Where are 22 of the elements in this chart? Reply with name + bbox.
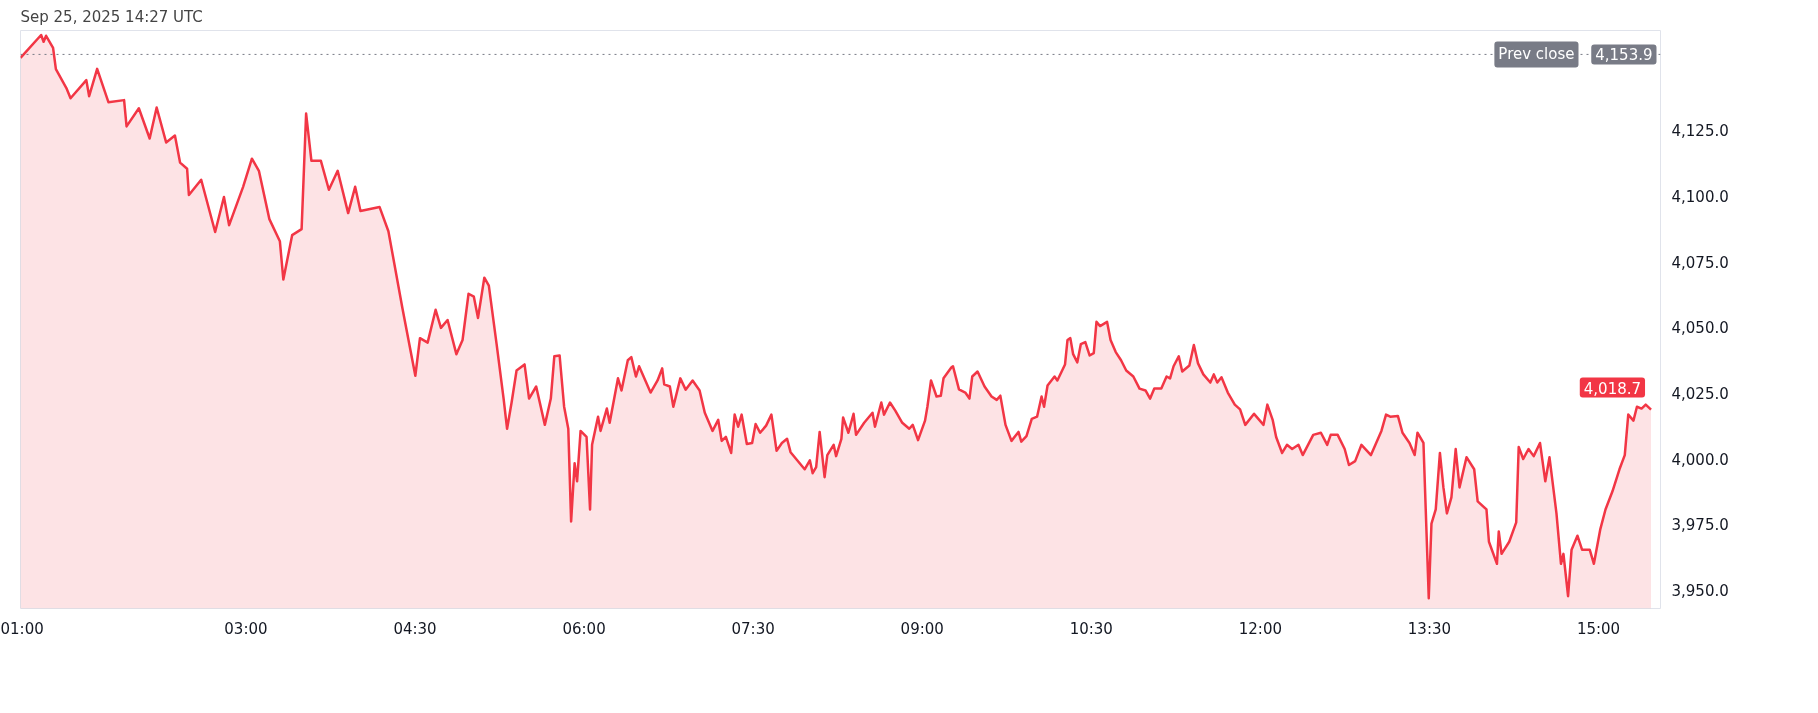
x-tick-label: 03:00 (224, 619, 268, 638)
x-tick-label: 13:30 (1407, 619, 1452, 638)
x-tick-label: 10:30 (1069, 619, 1113, 638)
y-tick-label: 4,000.0 (1671, 450, 1729, 469)
x-tick-label: 12:00 (1238, 619, 1282, 638)
y-tick-label: 4,125.0 (1671, 122, 1729, 141)
annotation: 4,153.9 (1595, 46, 1653, 65)
x-tick-label: 07:30 (731, 619, 775, 638)
x-tick-label: 04:30 (393, 619, 437, 638)
annotation: 4,018.7 (1583, 379, 1642, 398)
x-tick-label: 01:00 (0, 619, 44, 638)
y-tick-label: 3,975.0 (1671, 516, 1729, 535)
x-tick-label: 15:00 (1576, 619, 1621, 638)
x-tick-label: 06:00 (562, 619, 606, 638)
y-tick-label: 4,075.0 (1671, 253, 1729, 272)
y-tick-label: 4,050.0 (1671, 319, 1729, 338)
ref-line-label: Prev close (1498, 45, 1575, 64)
y-tick-label: 4,100.0 (1671, 188, 1729, 207)
chart-title: Sep 25, 2025 14:27 UTC (20, 7, 203, 26)
y-tick-label: 3,950.0 (1671, 582, 1729, 601)
x-tick-label: 09:00 (900, 619, 944, 638)
y-tick-label: 4,025.0 (1671, 385, 1729, 404)
